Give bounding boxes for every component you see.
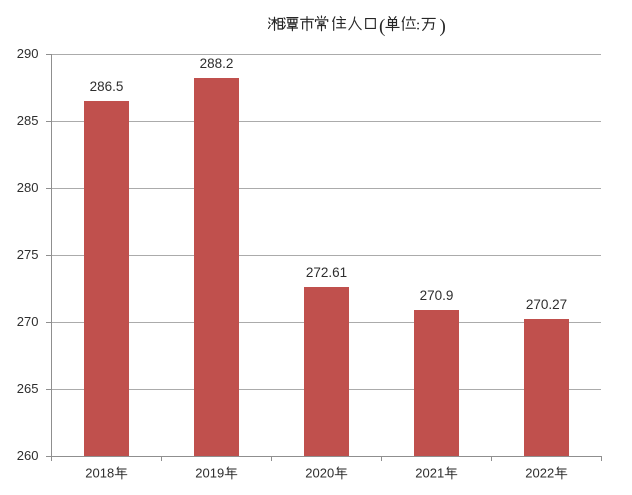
svg-text:): )	[439, 16, 445, 37]
svg-text::: :	[416, 18, 420, 34]
svg-text:(: (	[379, 16, 385, 37]
